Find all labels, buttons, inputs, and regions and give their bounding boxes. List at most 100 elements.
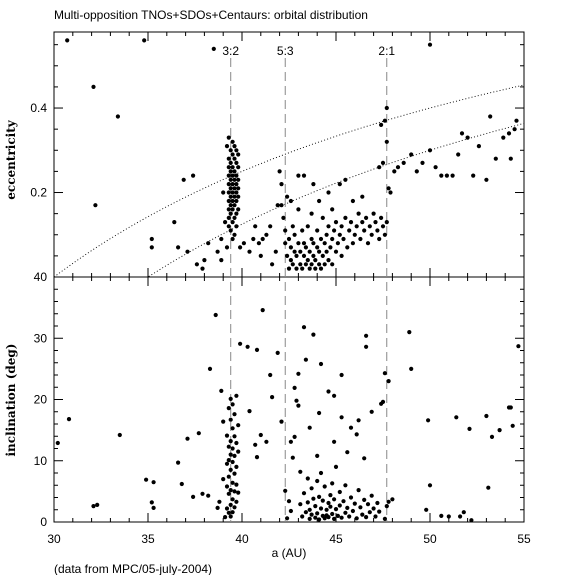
bottom-y-tick-label: 30 <box>34 331 48 345</box>
ecc-point <box>311 182 316 187</box>
ecc-point <box>224 245 230 250</box>
x-tick-label-30: 30 <box>47 532 61 546</box>
ecc-point <box>264 232 269 237</box>
ecc-point <box>324 232 329 237</box>
inc-point <box>365 502 371 507</box>
data-points <box>55 38 521 523</box>
inc-point <box>332 439 337 444</box>
inc-point <box>426 418 431 423</box>
ecc-point <box>343 215 348 220</box>
ecc-point <box>330 207 335 212</box>
inc-point <box>151 480 156 485</box>
ecc-point <box>465 135 470 140</box>
ecc-point <box>354 224 359 229</box>
ecc-point <box>288 198 293 204</box>
inc-point <box>232 505 237 510</box>
ecc-point <box>236 177 241 182</box>
inc-point <box>337 503 342 508</box>
reference-curves <box>54 84 524 277</box>
ecc-point <box>296 241 301 246</box>
ecc-point <box>230 165 235 170</box>
ecc-point <box>292 232 297 237</box>
inc-point <box>409 366 414 371</box>
inc-point <box>234 440 239 446</box>
inc-point <box>268 372 273 378</box>
inc-point <box>497 428 502 433</box>
inc-point <box>185 436 190 441</box>
resonance-label-1: 3:2 <box>222 44 239 58</box>
ecc-point <box>230 139 235 144</box>
inc-point <box>335 513 340 519</box>
ecc-point <box>320 253 325 258</box>
ecc-point <box>230 220 235 225</box>
inc-point <box>238 341 243 346</box>
inc-point <box>307 507 312 512</box>
ecc-point <box>234 190 239 195</box>
ecc-point <box>202 258 207 263</box>
inc-point <box>226 510 231 515</box>
ecc-point <box>93 203 98 208</box>
inc-point <box>283 488 288 493</box>
ecc-point <box>309 211 314 216</box>
ecc-point <box>328 245 333 250</box>
ecc-point <box>253 224 258 229</box>
ecc-point <box>352 232 357 237</box>
ecc-point <box>194 262 199 267</box>
ecc-point <box>339 224 344 229</box>
inc-point <box>345 450 350 455</box>
inc-point <box>176 460 181 465</box>
ecc-point <box>232 156 237 161</box>
ecc-point <box>382 232 387 237</box>
inc-point <box>305 500 310 505</box>
inc-point <box>367 510 372 515</box>
inc-point <box>467 426 472 431</box>
inc-point <box>217 499 222 504</box>
ecc-point <box>300 266 305 271</box>
ecc-point <box>380 160 386 165</box>
inc-point <box>226 444 231 449</box>
ecc-point <box>427 148 433 153</box>
inc-point <box>236 449 241 454</box>
x-tick-label-35: 35 <box>141 532 155 546</box>
axis-ticks: 30 35 40 45 50 55 0.2 0.4 0 10 20 30 40 <box>30 32 531 546</box>
ecc-point <box>317 262 322 267</box>
ecc-point <box>459 131 465 136</box>
inc-point <box>224 506 230 511</box>
ecc-point <box>501 135 506 140</box>
ecc-point <box>301 253 307 258</box>
inc-point <box>356 418 361 423</box>
ecc-point <box>320 215 325 220</box>
inc-point <box>508 405 513 410</box>
inc-point <box>232 434 237 439</box>
ecc-point <box>348 220 354 225</box>
inc-point <box>305 476 310 481</box>
ecc-point <box>234 173 239 178</box>
inc-point <box>486 485 491 490</box>
inc-point <box>151 505 156 510</box>
ecc-point <box>288 245 293 250</box>
ecc-point <box>238 245 243 250</box>
ecc-point <box>345 245 350 250</box>
ecc-point <box>311 241 316 246</box>
ecc-point <box>386 186 391 191</box>
inc-point <box>144 477 149 482</box>
inc-point <box>439 513 444 519</box>
inc-point <box>354 432 359 437</box>
ecc-point <box>223 220 228 225</box>
ecc-point <box>228 148 233 153</box>
inc-point <box>234 393 239 398</box>
inc-point <box>352 501 357 506</box>
ecc-point <box>401 160 406 165</box>
inc-point <box>228 502 233 507</box>
inc-point <box>230 480 235 485</box>
inc-point <box>226 474 231 479</box>
top-y-tick-label: 0.4 <box>30 101 47 115</box>
ecc-point <box>362 228 367 233</box>
ecc-point <box>228 186 233 191</box>
ecc-point <box>285 194 290 199</box>
ecc-point <box>292 249 297 254</box>
inc-point <box>322 516 327 521</box>
inc-point <box>206 493 211 498</box>
ecc-point <box>226 165 231 170</box>
inc-point <box>285 516 290 521</box>
